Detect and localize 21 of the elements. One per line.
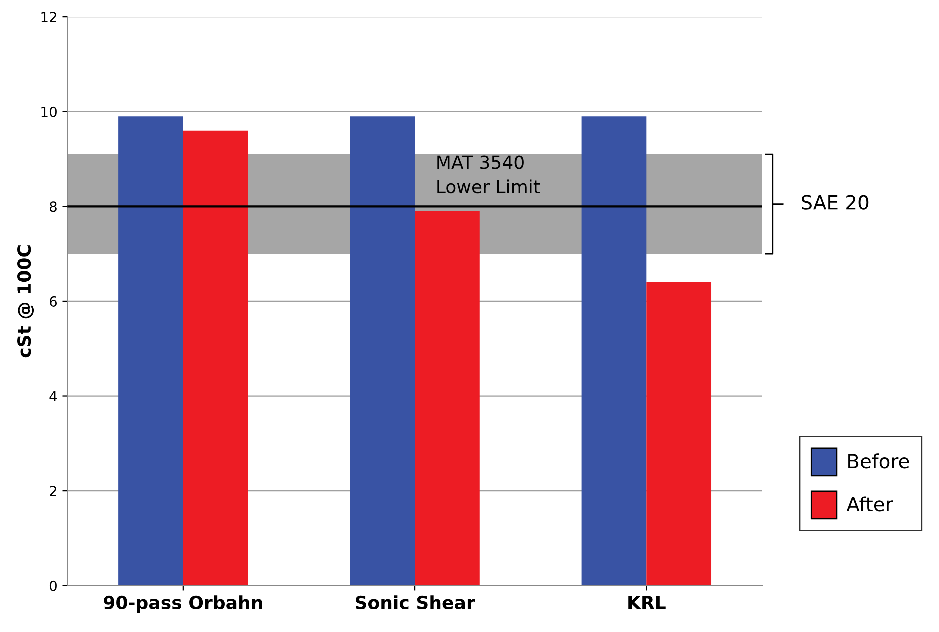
y-tick-label: 2 bbox=[50, 486, 56, 496]
bar bbox=[118, 116, 184, 586]
bar bbox=[646, 282, 712, 586]
y-tick-label: 8 bbox=[50, 202, 57, 212]
x-tick-label: 90-pass Orbahn bbox=[104, 596, 262, 614]
x-tick-label: KRL bbox=[628, 596, 666, 610]
bar bbox=[582, 116, 647, 586]
x-tick-label: Sonic Shear bbox=[356, 596, 476, 610]
y-tick-label: 4 bbox=[50, 391, 58, 402]
legend-label: Before bbox=[848, 454, 910, 469]
ref-line-label: MAT 3540 Lower Limit bbox=[438, 156, 540, 194]
y-tick-label: 6 bbox=[50, 296, 58, 307]
bar bbox=[183, 130, 248, 586]
bar bbox=[350, 116, 416, 586]
y-tick-label: 0 bbox=[50, 580, 57, 592]
y-axis-title: cSt @ 100C bbox=[18, 246, 34, 358]
legend-label: After bbox=[846, 496, 894, 512]
bar bbox=[415, 211, 480, 586]
y-tick-label: 10 bbox=[42, 106, 57, 118]
band-label: SAE 20 bbox=[802, 195, 869, 210]
y-tick-label: 12 bbox=[42, 12, 56, 22]
